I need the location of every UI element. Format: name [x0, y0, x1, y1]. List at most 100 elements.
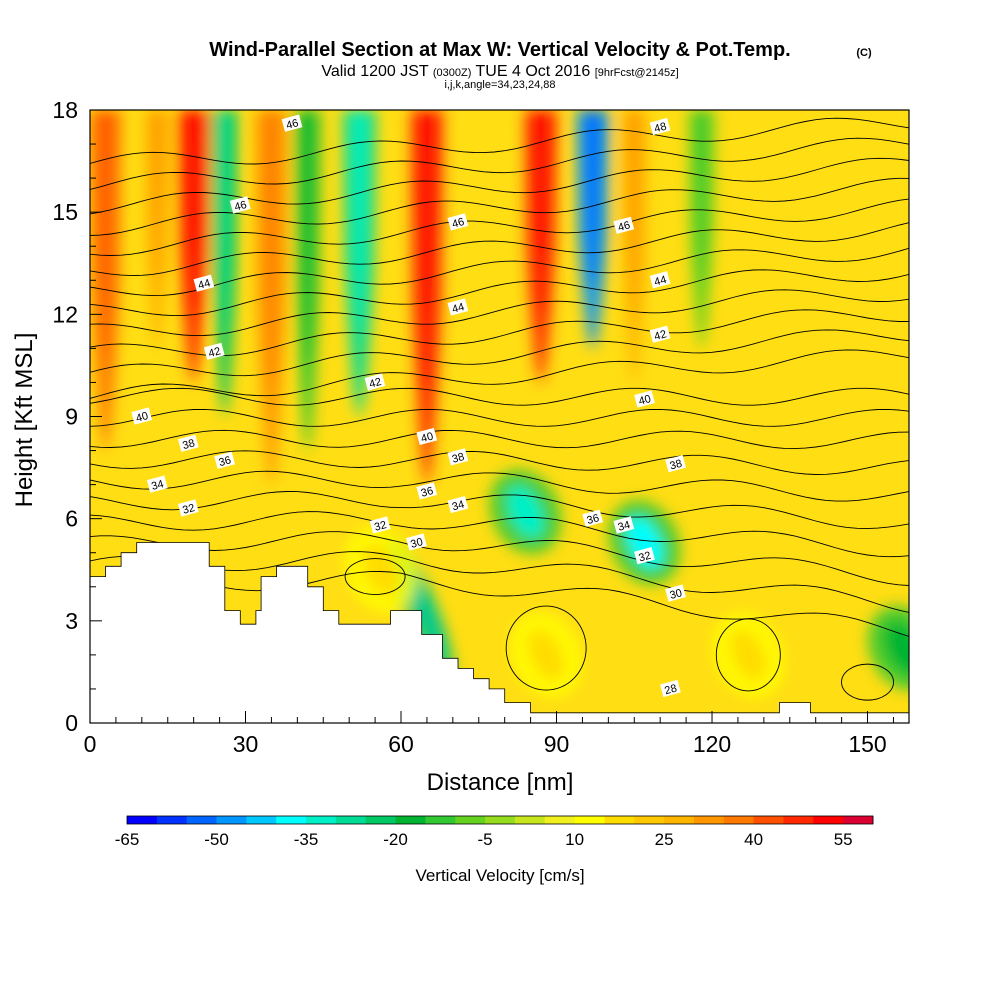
colorbar-tick-label: -5 — [478, 830, 493, 849]
grid-indices: i,j,k,angle=34,23,24,88 — [444, 79, 555, 91]
contour-label-text: 38 — [451, 451, 466, 466]
theta-contour-line — [90, 309, 909, 357]
contour-label-text: 42 — [653, 328, 668, 343]
plot-area: 28 30 30 32 32 32 34 34 34 36 36 36 38 38 38 40 40 40 42 42… — [90, 110, 909, 723]
valid-time-line: Valid 1200 JST (0300Z) TUE 4 Oct 2016 [9… — [321, 63, 678, 80]
contour-label-bg — [229, 196, 251, 214]
contour-label: 32 — [369, 516, 391, 534]
contour-label: 38 — [665, 455, 686, 473]
contour-label-text: 32 — [637, 550, 652, 565]
colorbar-swatch — [395, 816, 426, 824]
y-tick-label: 18 — [52, 97, 78, 123]
theta-contour-line — [90, 429, 909, 450]
colorbar-tick-label: 25 — [655, 830, 674, 849]
contour-label-text: 28 — [663, 683, 678, 698]
contour-label: 34 — [613, 516, 635, 534]
w-blob — [885, 621, 909, 675]
contour-label-bg — [281, 114, 303, 132]
colorbar-swatch — [276, 816, 307, 824]
colorbar-swatch — [783, 816, 814, 824]
theta-closed-contour — [505, 605, 587, 691]
y-tick-label: 12 — [52, 301, 78, 327]
y-axis-label: Height [Kft MSL] — [11, 333, 38, 508]
forecast-tag: [9hrFcst@2145z] — [595, 67, 679, 79]
contour-label-text: 44 — [451, 301, 466, 316]
theta-contour-line — [90, 117, 909, 165]
colorbar-swatch — [306, 816, 337, 824]
contour-label-text: 34 — [150, 478, 165, 493]
valid-date: TUE 4 Oct 2016 — [476, 63, 591, 80]
colorbar-tick-label: -65 — [115, 830, 140, 849]
x-tick-label: 150 — [848, 731, 886, 757]
contour-label: 46 — [229, 196, 251, 214]
contour-label: 46 — [613, 216, 635, 234]
theta-contour-line — [90, 247, 909, 297]
contour-label: 46 — [281, 114, 303, 132]
contour-label: 42 — [649, 325, 671, 343]
contour-label-text: 36 — [586, 512, 601, 527]
contour-label-bg — [406, 533, 427, 551]
w-core — [419, 110, 435, 391]
w-blob — [506, 485, 545, 539]
contour-label-bg — [369, 516, 391, 534]
w-core — [218, 110, 231, 340]
theta-contour-line — [90, 511, 909, 558]
contour-label-bg — [613, 216, 635, 234]
contour-label: 42 — [364, 373, 386, 391]
colorbar-swatch — [753, 816, 784, 824]
contour-label-bg — [214, 451, 236, 469]
contour-label-bg — [447, 448, 469, 466]
theta-contours — [90, 117, 909, 701]
y-axis: 0 3 6 9 12 15 18 — [52, 97, 102, 736]
contour-label-text: 36 — [218, 454, 233, 469]
colorbar-swatch — [604, 816, 635, 824]
theta-contour-line — [90, 289, 909, 337]
contour-label-text: 34 — [451, 499, 466, 514]
contour-label: 42 — [203, 342, 225, 360]
contour-label-bg — [649, 271, 671, 289]
x-tick-label: 60 — [388, 731, 414, 757]
theta-closed-contour — [344, 558, 406, 596]
contour-label-bg — [613, 516, 635, 534]
contour-label-text: 32 — [373, 519, 388, 534]
contour-label: 32 — [177, 499, 199, 517]
w-core — [98, 110, 114, 366]
w-core — [628, 110, 641, 315]
contour-label: 44 — [193, 274, 215, 292]
contour-label-text: 30 — [409, 536, 424, 551]
contour-label-bg — [416, 482, 438, 500]
contour-label: 36 — [214, 451, 236, 469]
x-tick-label: 120 — [693, 731, 731, 757]
contour-label: 44 — [649, 271, 671, 289]
w-core — [695, 110, 708, 289]
contour-label: 40 — [131, 407, 153, 425]
terrain-mask — [90, 542, 909, 723]
theta-contour-line — [90, 551, 909, 613]
w-core — [186, 110, 202, 315]
contour-label-text: 40 — [420, 431, 435, 446]
contour-label-text: 40 — [135, 410, 150, 425]
colorbar-swatch — [246, 816, 277, 824]
x-axis: 0 30 60 90 120 150 — [84, 711, 894, 757]
y-tick-label: 9 — [65, 404, 78, 430]
contour-label-text: 46 — [617, 219, 632, 234]
theta-contour-line — [90, 531, 909, 586]
colorbar-frame — [126, 815, 874, 825]
colorbar-swatch — [156, 816, 188, 824]
terrain-profile — [90, 542, 909, 723]
contour-label-bg — [203, 342, 225, 360]
colorbar-tick-label: -50 — [204, 830, 229, 849]
contour-label-bg — [193, 274, 215, 292]
contour-label-bg — [146, 475, 168, 493]
colorbar-tick-label: 10 — [565, 830, 584, 849]
contour-label-bg — [177, 499, 199, 517]
theta-contour-line — [90, 137, 909, 190]
colorbar-swatch — [544, 816, 575, 824]
contour-label: 28 — [660, 679, 681, 698]
contour-label-bg — [665, 584, 686, 602]
valid-prefix: Valid 1200 JST — [321, 63, 429, 80]
theta-contour-line — [90, 177, 909, 236]
contour-label: 38 — [447, 448, 469, 466]
